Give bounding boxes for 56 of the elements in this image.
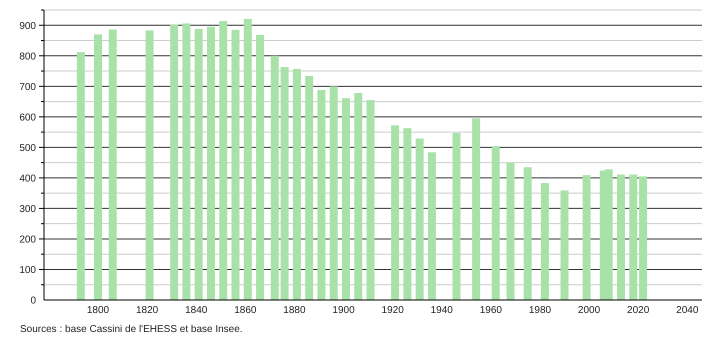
bar — [94, 34, 102, 300]
bar — [354, 93, 362, 300]
bar — [305, 76, 314, 300]
bar — [292, 68, 301, 300]
x-tick-label: 1820 — [136, 305, 159, 316]
y-tick-label: 600 — [19, 112, 36, 124]
bar — [244, 18, 252, 300]
bar — [540, 183, 549, 300]
x-tick-label: 1840 — [185, 305, 208, 316]
y-tick-label: 800 — [19, 51, 36, 62]
bar — [232, 30, 240, 300]
bar — [366, 100, 375, 300]
bar — [416, 138, 424, 300]
x-tick-label: 1880 — [283, 305, 306, 316]
bar — [560, 190, 569, 300]
bar — [108, 30, 117, 300]
bar — [206, 26, 215, 300]
x-tick-label: 1960 — [480, 305, 502, 316]
bar — [219, 20, 228, 300]
bar — [146, 30, 154, 300]
x-tick-label: 1940 — [430, 305, 454, 316]
y-tick-label: 400 — [19, 173, 36, 184]
bar — [403, 128, 412, 300]
source-note: Sources : base Cassini de l'EHESS et base Insee. — [20, 324, 243, 335]
y-tick-label: 200 — [19, 234, 36, 246]
bar — [76, 52, 85, 300]
bar — [182, 23, 190, 300]
bar — [472, 118, 480, 300]
x-tick-label: 2020 — [627, 305, 650, 316]
y-tick-label: 500 — [19, 142, 36, 154]
y-tick-label: 0 — [30, 296, 36, 306]
x-tick-label: 2000 — [578, 305, 601, 316]
bar — [506, 162, 514, 300]
bar — [317, 90, 326, 300]
y-tick-label: 700 — [19, 82, 36, 93]
x-tick-label: 1920 — [382, 305, 404, 316]
x-tick-label: 2040 — [676, 305, 699, 316]
bar — [256, 35, 264, 300]
y-tick-label: 900 — [19, 20, 36, 32]
y-tick-label: 300 — [19, 204, 36, 215]
bar — [524, 167, 532, 300]
bar — [428, 152, 436, 300]
bar — [330, 86, 338, 300]
bar — [616, 174, 625, 300]
bar — [492, 146, 500, 300]
bar — [582, 175, 591, 300]
x-tick-label: 1980 — [528, 305, 552, 316]
bar — [391, 125, 400, 300]
x-tick-label: 1900 — [332, 305, 356, 316]
x-tick-label: 1800 — [86, 305, 110, 316]
x-tick-label: 1860 — [234, 305, 257, 316]
bar — [170, 24, 178, 300]
bar — [194, 28, 203, 300]
y-tick-label: 100 — [19, 264, 36, 276]
bar — [452, 133, 460, 300]
bar — [342, 98, 350, 300]
